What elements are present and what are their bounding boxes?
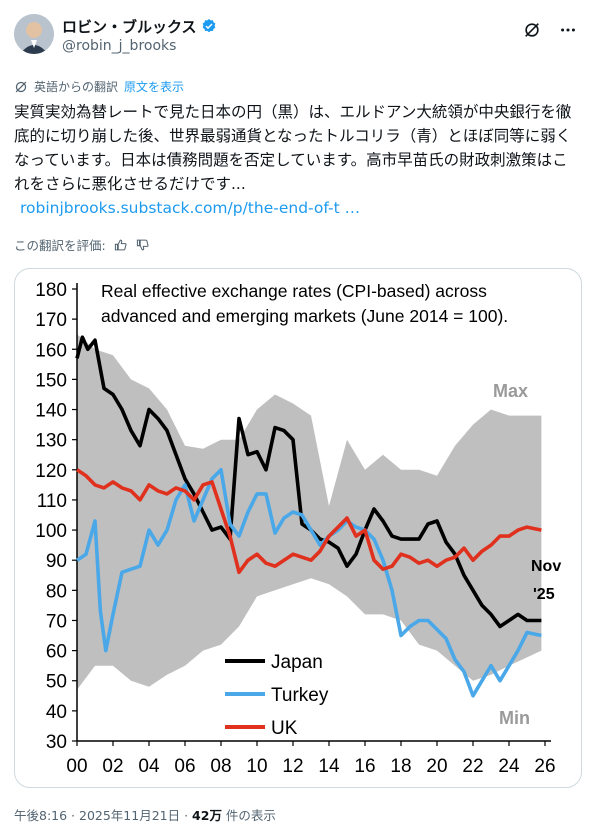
avatar[interactable] bbox=[14, 14, 54, 54]
x-tick-label: 08 bbox=[210, 756, 231, 777]
avatar-photo-icon bbox=[14, 14, 54, 54]
post-metadata: 午後8:16 · 2025年11月21日 · 42万 件の表示 bbox=[14, 805, 276, 824]
series-line-uk bbox=[76, 468, 542, 575]
header-actions bbox=[522, 20, 578, 40]
view-count-suffix: 件の表示 bbox=[221, 808, 276, 823]
thumbs-up-icon[interactable] bbox=[114, 238, 128, 252]
y-tick-label: 90 bbox=[46, 551, 67, 572]
y-tick-label: 80 bbox=[46, 581, 67, 602]
display-name-text[interactable]: ロビン・ブルックス bbox=[62, 18, 197, 36]
legend-label-japan: Japan bbox=[271, 652, 323, 673]
translate-icon bbox=[15, 81, 27, 92]
display-name[interactable]: ロビン・ブルックス bbox=[62, 16, 217, 37]
show-original-link[interactable]: 原文を表示 bbox=[124, 80, 185, 94]
more-options-icon[interactable] bbox=[558, 20, 578, 40]
rate-translation-label: この翻訳を評価: bbox=[14, 238, 106, 253]
annotation-nov: Nov bbox=[531, 558, 561, 575]
y-tick-label: 30 bbox=[46, 732, 67, 753]
series-line-turkey bbox=[76, 468, 542, 698]
chart-svg: 30 40 50 60 70 80 90 100 110 120 130 140 150 160 170 18… bbox=[35, 280, 561, 777]
y-tick-label: 40 bbox=[46, 702, 67, 723]
y-tick-label: 110 bbox=[37, 491, 67, 512]
post-media-chart[interactable]: 30 40 50 60 70 80 90 100 110 120 130 140 150 160 170 18… bbox=[14, 268, 582, 788]
x-tick-label: 00 bbox=[66, 756, 87, 777]
x-tick-label: 02 bbox=[102, 756, 123, 777]
grok-icon[interactable] bbox=[522, 20, 542, 40]
legend-label-uk: UK bbox=[271, 718, 298, 739]
annotation-min: Min bbox=[499, 708, 530, 728]
post-timestamp[interactable]: 午後8:16 · 2025年11月21日 · bbox=[14, 808, 193, 823]
series-line-japan bbox=[75, 335, 542, 629]
thumbs-down-icon[interactable] bbox=[136, 238, 150, 252]
x-tick-label: 16 bbox=[354, 756, 375, 777]
y-tick-label: 70 bbox=[46, 611, 67, 632]
x-tick-label: 04 bbox=[138, 756, 160, 777]
translation-notice-text: 英語からの翻訳 bbox=[34, 80, 119, 94]
x-tick-label: 20 bbox=[426, 756, 447, 777]
y-tick-label: 120 bbox=[35, 461, 67, 482]
legend-label-turkey: Turkey bbox=[271, 685, 329, 706]
x-tick-label: 24 bbox=[498, 756, 520, 777]
y-tick-label: 130 bbox=[35, 431, 67, 452]
handle[interactable]: @robin_j_brooks bbox=[62, 38, 177, 54]
annotation-max: Max bbox=[493, 381, 528, 401]
verified-badge-icon bbox=[202, 19, 215, 33]
post-text: 実質実効為替レートで見た日本の円（黒）は、エルドアン大統領が中央銀行を徹底的に切… bbox=[14, 103, 572, 193]
post-link[interactable]: robinjbrooks.substack.com/p/the-end-of-t… bbox=[20, 199, 361, 217]
x-tick-label: 10 bbox=[246, 756, 267, 777]
translation-notice: 英語からの翻訳 原文を表示 bbox=[14, 78, 184, 95]
x-tick-label: 06 bbox=[174, 756, 195, 777]
x-tick-label: 22 bbox=[462, 756, 483, 777]
y-tick-label: 50 bbox=[46, 672, 67, 693]
y-tick-label: 140 bbox=[35, 401, 67, 422]
y-tick-label: 160 bbox=[35, 340, 67, 361]
rate-translation: この翻訳を評価: bbox=[14, 235, 150, 254]
x-tick-label: 26 bbox=[534, 756, 555, 777]
y-tick-label: 60 bbox=[46, 642, 67, 663]
annotation-year: '25 bbox=[533, 586, 555, 603]
range-band bbox=[77, 334, 542, 690]
view-count: 42万 bbox=[192, 808, 222, 823]
chart-title-line: Real effective exchange rates (CPI-based… bbox=[101, 281, 487, 301]
x-tick-label: 14 bbox=[318, 756, 340, 777]
y-tick-label: 180 bbox=[35, 280, 67, 301]
y-tick-label: 100 bbox=[35, 521, 67, 542]
y-tick-label: 170 bbox=[35, 310, 67, 331]
y-tick-label: 150 bbox=[35, 370, 67, 391]
x-tick-label: 12 bbox=[282, 756, 303, 777]
chart-title-line: advanced and emerging markets (June 2014… bbox=[101, 306, 508, 326]
x-tick-label: 18 bbox=[390, 756, 411, 777]
